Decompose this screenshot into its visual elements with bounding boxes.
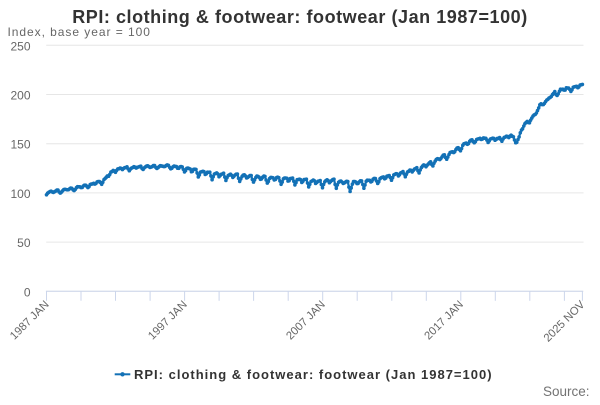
svg-text:200: 200	[10, 89, 30, 103]
svg-text:150: 150	[10, 138, 30, 152]
svg-text:Source:: Source:	[543, 384, 590, 399]
svg-text:250: 250	[10, 39, 30, 53]
svg-text:50: 50	[17, 236, 31, 250]
svg-text:Index, base year = 100: Index, base year = 100	[8, 25, 151, 39]
svg-text:RPI: clothing & footwear: foot: RPI: clothing & footwear: footwear (Jan …	[134, 367, 493, 382]
svg-text:100: 100	[10, 187, 30, 201]
svg-text:0: 0	[24, 285, 31, 299]
svg-text:RPI: clothing & footwear: foot: RPI: clothing & footwear: footwear (Jan …	[72, 7, 528, 27]
